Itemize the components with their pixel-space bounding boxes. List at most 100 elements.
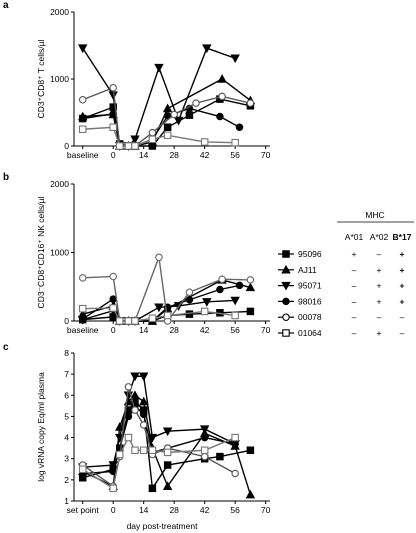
y-tick-label: 0 — [64, 141, 69, 151]
data-point-01064 — [200, 138, 209, 146]
legend-cell: + — [377, 328, 382, 338]
data-point-00078 — [200, 452, 209, 461]
panel-letter: c — [3, 342, 9, 353]
y-tick-label: 2000 — [50, 179, 69, 189]
legend-marker-icon — [281, 281, 291, 291]
x-tick-label: 70 — [261, 505, 271, 515]
legend-cell: + — [400, 281, 405, 291]
legend-cell: – — [352, 312, 357, 322]
data-point-00078 — [218, 92, 226, 101]
y-tick-label: 3 — [64, 454, 69, 464]
data-point-01064 — [200, 307, 209, 316]
legend-row-98016: 98016 – + + — [278, 296, 405, 306]
data-point-95071 — [199, 425, 210, 435]
data-point-01064 — [78, 465, 87, 474]
data-point-95096 — [163, 461, 172, 469]
legend-cell: + — [352, 249, 357, 259]
x-tick-label: 0 — [111, 325, 116, 335]
data-point-01064 — [139, 446, 148, 455]
data-point-98016 — [109, 295, 117, 303]
legend-cell: + — [377, 281, 382, 291]
x-tick-label: 0 — [111, 150, 116, 160]
data-point-98016 — [200, 433, 209, 442]
legend-cell: – — [352, 265, 357, 275]
y-axis-label: CD3⁻CD8⁺CD16⁺ NK cells/µl — [36, 196, 46, 308]
data-point-AJ11 — [138, 396, 149, 406]
legend-cell: – — [377, 312, 382, 322]
legend-row-AJ11: AJ11 – + + — [278, 265, 405, 275]
data-point-AJ11 — [162, 103, 173, 113]
data-point-AJ11 — [162, 481, 173, 490]
x-tick-label: 42 — [200, 505, 210, 515]
data-point-95096 — [185, 310, 194, 318]
legend-animal-id: 95096 — [298, 249, 322, 259]
x-tick-label: baseline — [67, 325, 99, 335]
legend-cell: – — [352, 296, 357, 306]
x-tick-label: 0 — [111, 505, 116, 515]
x-tick-label: 28 — [169, 505, 179, 515]
x-tick-label: 56 — [230, 325, 240, 335]
x-tick-label: 42 — [200, 325, 210, 335]
data-point-95071 — [154, 63, 164, 73]
data-point-01064 — [115, 317, 124, 325]
data-point-95096 — [246, 307, 255, 316]
data-point-01064 — [131, 142, 139, 150]
data-point-01064 — [131, 446, 139, 455]
series-line-98016 — [82, 404, 236, 475]
data-point-AJ11 — [217, 74, 227, 83]
legend-cell: + — [400, 249, 405, 259]
y-tick-label: 1000 — [50, 74, 69, 84]
series-95071 — [77, 44, 240, 151]
data-point-01064 — [78, 125, 87, 134]
legend-cell: – — [400, 312, 405, 322]
legend-header: MHC — [365, 210, 384, 220]
series-line-01064 — [82, 436, 236, 490]
data-point-01064 — [131, 317, 139, 325]
data-point-00078 — [231, 469, 239, 478]
series-line-00078 — [82, 86, 251, 147]
data-point-95071 — [202, 298, 212, 307]
y-tick-label: 1 — [64, 496, 69, 506]
y-tick-label: 2000 — [50, 7, 69, 17]
legend-cell: + — [400, 296, 405, 306]
data-point-98016 — [185, 296, 194, 304]
data-point-95071 — [154, 303, 164, 313]
legend-animal-id: 98016 — [298, 296, 322, 306]
data-point-00078 — [124, 383, 133, 391]
data-point-01064 — [78, 304, 87, 313]
data-point-01064 — [231, 138, 239, 147]
x-tick-label: 70 — [261, 150, 271, 160]
y-tick-label: 4 — [64, 433, 69, 443]
y-tick-label: 0 — [64, 316, 69, 326]
series-line-95071 — [82, 375, 236, 468]
legend-marker-icon — [282, 250, 290, 258]
data-point-98016 — [78, 315, 87, 323]
data-point-00078 — [185, 288, 194, 296]
legend-animal-id: 00078 — [298, 312, 322, 322]
x-tick-label: baseline — [67, 150, 99, 160]
data-point-AJ11 — [130, 390, 140, 400]
data-point-00078 — [192, 99, 200, 107]
series-95096 — [78, 95, 255, 150]
data-point-00078 — [109, 272, 117, 281]
legend-column-header: B*17 — [393, 232, 412, 242]
series-95071 — [77, 372, 240, 473]
x-tick-label: 14 — [139, 150, 149, 160]
x-axis-label: day post-treatment — [127, 521, 199, 531]
data-point-01064 — [200, 446, 209, 455]
data-point-01064 — [109, 484, 117, 493]
series-line-98016 — [82, 284, 240, 322]
series-01064 — [78, 123, 239, 150]
legend-marker-icon — [282, 329, 290, 337]
data-point-98016 — [139, 410, 148, 419]
data-point-95096 — [185, 111, 194, 119]
legend-animal-id: 01064 — [298, 328, 322, 338]
series-line-00078 — [82, 257, 251, 323]
data-point-01064 — [148, 446, 157, 455]
legend-row-95096: 95096 + – + — [278, 249, 405, 259]
data-point-95071 — [230, 296, 240, 306]
y-tick-label: 1000 — [50, 248, 69, 258]
